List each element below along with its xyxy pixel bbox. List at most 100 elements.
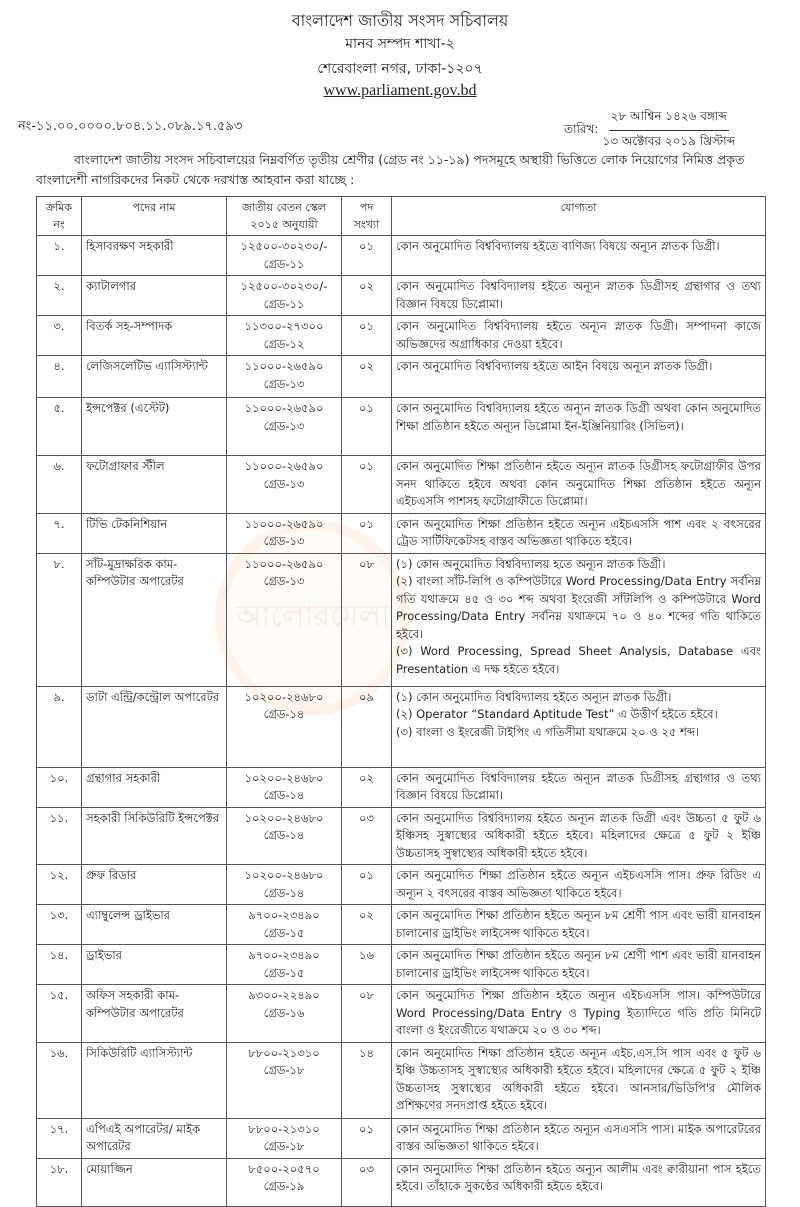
pay-scale: ১১৩০০-২৭৩০০ — [244, 319, 324, 333]
post-name: ইন্সপেক্টর (এস্টেট) — [86, 401, 170, 415]
post-count-cell: ১৬ — [341, 944, 392, 985]
post-count-cell: ০৩ — [341, 806, 392, 865]
post-count: ০২ — [359, 908, 374, 922]
post-count-cell: ০১ — [341, 235, 392, 276]
post-name: মোয়াজ্জিন — [86, 1161, 133, 1176]
qualification-cell: (১) কোন অনুমোদিত বিশ্ববিদ্যালয় হতে অন্য… — [391, 552, 766, 687]
post-count-cell: ০১ — [341, 397, 392, 456]
website-link[interactable]: www.parliament.gov.bd — [323, 82, 477, 99]
grade: গ্রেড-১৪ — [263, 828, 305, 842]
post-count-cell: ০২ — [341, 904, 392, 945]
post-name: ড্রাইভার — [86, 948, 122, 962]
header-post-count: পদ সংখ্যা — [341, 196, 392, 236]
post-name-cell: মোয়াজ্জিন — [81, 1157, 227, 1207]
pay-scale-cell: ১১০০০-২৬৫৯০ গ্রেড-১৩ — [226, 355, 342, 398]
pay-scale: ১০২০০-২৪৬৮০ — [244, 810, 324, 825]
table-row: ১১. সহকারী সিকিউরিটি ইন্সপেক্টর ১০২০০-২৪৬৮… — [36, 806, 766, 865]
post-count: ০৮ — [359, 988, 374, 1002]
grade: গ্রেড-১৪ — [263, 885, 305, 900]
grade: গ্রেড-১৪ — [263, 788, 305, 802]
post-name-cell: ডাটা এন্ট্রি/কন্ট্রোল অপারেটর — [81, 685, 227, 768]
grade: গ্রেড-১৩ — [263, 376, 305, 391]
qualification-cell: কোন অনুমোদিত শিক্ষা প্রতিষ্ঠান হইতে অন্য… — [391, 512, 766, 554]
serial: ৫. — [53, 401, 65, 415]
post-count-cell: ০১ — [341, 512, 392, 554]
serial-cell: ১৫. — [36, 984, 82, 1043]
post-name-cell: ইন্সপেক্টর (এস্টেট) — [81, 397, 227, 456]
qualification-text: কোন অনুমোদিত বিশ্ববিদ্যালয় হইতে অন্যূন … — [396, 319, 761, 351]
table-row: ১৫. অফিস সহকারী কাম-কম্পিউটার অপারেটর ৯৩০০… — [36, 984, 766, 1043]
post-count-cell: ০১ — [341, 455, 392, 514]
table-row: ১৬. সিকিউরিটি এ্যাসিস্ট্যান্ট ৮৮০০-২১৩১০ গ্… — [36, 1041, 766, 1119]
qualification-text: কোন অনুমোদিত শিক্ষা প্রতিষ্ঠান হইতে অন্য… — [396, 908, 761, 940]
qualification-cell: কোন অনুমোদিত শিক্ষা প্রতিষ্ঠান হইতে অন্য… — [391, 904, 766, 945]
post-name: প্রুফ রিডার — [86, 868, 137, 882]
grade: গ্রেড-১১ — [263, 296, 305, 311]
date-bangla: ২৮ আশ্বিন ১৪২৬ বঙ্গাব্দ — [608, 108, 729, 131]
post-name-cell: সহকারী সিকিউরিটি ইন্সপেক্টর — [81, 806, 227, 865]
post-count: ০৩ — [359, 810, 374, 825]
table-row: ৩. বিতর্ক সহ-সম্পাদক ১১৩০০-২৭৩০০ গ্রেড-১২ ০১… — [36, 315, 766, 356]
pay-scale-cell: ৯৩০০-২২৪৯০ গ্রেড-১৬ — [226, 984, 342, 1043]
pay-scale: ৮৮০০-২১৩১০ — [248, 1045, 320, 1060]
post-count: ০৮ — [359, 556, 374, 571]
post-name-cell: সাঁট-মুদ্রাক্ষরিক কাম-কম্পিউটার অপারেটর — [81, 552, 227, 687]
qualification-cell: কোন অনুমোদিত বিশ্ববিদ্যালয় হইতে বাণিজ্য… — [391, 235, 766, 276]
pay-scale: ১০২০০-২৪৬৮০ — [244, 868, 324, 882]
header-pay-scale: জাতীয় বেতন স্কেল ২০১৫ অনুযায়ী — [226, 196, 342, 236]
post-name-cell: হিসাবরক্ষণ সহকারী — [81, 235, 227, 276]
pay-scale-cell: ১১৩০০-২৭৩০০ গ্রেড-১২ — [226, 315, 342, 356]
post-name-cell: প্রুফ রিডার — [81, 864, 227, 905]
post-count-cell: ০৯ — [341, 685, 392, 768]
post-name-cell: বিতর্ক সহ-সম্পাদক — [81, 315, 227, 356]
serial: ১৫. — [49, 988, 69, 1002]
pay-scale: ১১০০০-২৬৫৯০ — [244, 556, 324, 571]
serial: ১৩. — [49, 908, 69, 922]
pay-scale: ১১০০০-২৬৫৯০ — [244, 401, 324, 415]
post-count: ০৯ — [359, 689, 374, 704]
grade: গ্রেড-১৬ — [263, 1005, 305, 1020]
table-row: ১৩. এ্যাম্বুলেন্স ড্রাইভার ৯৭০০-২৩৪৯০ গ্রেড… — [36, 904, 766, 945]
org-name: বাংলাদেশ জাতীয় সংসদ সচিবালয় — [291, 11, 509, 30]
serial-cell: ৪. — [36, 355, 82, 398]
pay-scale-cell: ১২৫০০-৩০২৩০/- গ্রেড-১১ — [226, 235, 342, 276]
pay-scale-cell: ১০২০০-২৪৬৮০ গ্রেড-১৪ — [226, 766, 342, 808]
qualification-text: কোন অনুমোদিত শিক্ষা প্রতিষ্ঠান হইতে অন্য… — [396, 516, 761, 549]
serial-cell: ৯. — [36, 685, 82, 768]
pay-scale-cell: ১১০০০-২৬৫৯০ গ্রেড-১৩ — [226, 512, 342, 554]
serial: ৭. — [53, 516, 65, 531]
grade: গ্রেড-১৮ — [263, 1063, 305, 1077]
pay-scale-cell: ১১০০০-২৬৫৯০ গ্রেড-১৩ — [226, 397, 342, 456]
grade: গ্রেড-১৪ — [263, 707, 305, 721]
post-count-cell: ০৮ — [341, 984, 392, 1043]
qualification-text: কোন অনুমোদিত শিক্ষা প্রতিষ্ঠান হইতে অন্য… — [396, 459, 761, 508]
qualification-cell: কোন অনুমোদিত বিশ্ববিদ্যালয় হইতে অন্যূন … — [391, 315, 766, 356]
post-name: লেজিসলেটিভ এ্যাসিস্ট্যান্ট — [86, 359, 208, 373]
qualification-cell: (১) কোন অনুমোদিত বিশ্ববিদ্যালয় হইতে অন্… — [391, 685, 766, 768]
pay-scale: ১২৫০০-৩০২৩০/- — [240, 279, 328, 293]
post-name: সাঁট-মুদ্রাক্ষরিক কাম-কম্পিউটার অপারেটর — [86, 556, 184, 589]
serial: ১৮. — [49, 1161, 69, 1176]
qualification-text: কোন অনুমোদিত শিক্ষা প্রতিষ্ঠান হইতে অন্য… — [396, 988, 761, 1037]
qualification-cell: কোন অনুমোদিত বিশ্ববিদ্যালয় হইতে অন্যূন … — [391, 806, 766, 865]
table-header-row: ক্রমিক নং পদের নাম জাতীয় বেতন স্কেল ২০১৫ … — [36, 196, 766, 236]
post-name: বিতর্ক সহ-সম্পাদক — [86, 319, 173, 333]
serial-cell: ২. — [36, 275, 82, 316]
serial: ৩. — [53, 319, 65, 333]
pay-scale-cell: ১০২০০-২৪৬৮০ গ্রেড-১৪ — [226, 806, 342, 865]
table-row: ৪. লেজিসলেটিভ এ্যাসিস্ট্যান্ট ১১০০০-২৬৫৯০ গ… — [36, 355, 766, 398]
grade: গ্রেড-১৩ — [263, 534, 305, 548]
post-count: ০২ — [359, 279, 374, 293]
post-name: এ্যাম্বুলেন্স ড্রাইভার — [86, 908, 171, 922]
post-count-cell: ০২ — [341, 766, 392, 808]
serial: ২. — [53, 279, 65, 293]
post-name-cell: এপিএই অপারেটর/ মাইক অপারেটর — [81, 1117, 227, 1159]
post-count-cell: ০২ — [341, 355, 392, 398]
grade: গ্রেড-১৫ — [263, 925, 305, 940]
grade: গ্রেড-১৩ — [263, 418, 305, 433]
post-name: ডাটা এন্ট্রি/কন্ট্রোল অপারেটর — [86, 689, 220, 704]
serial-cell: ৮. — [36, 552, 82, 687]
post-count-cell: ০১ — [341, 1117, 392, 1159]
serial-cell: ১. — [36, 235, 82, 276]
qualification-text: কোন অনুমোদিত শিক্ষা প্রতিষ্ঠান হইতে অন্য… — [396, 868, 761, 900]
